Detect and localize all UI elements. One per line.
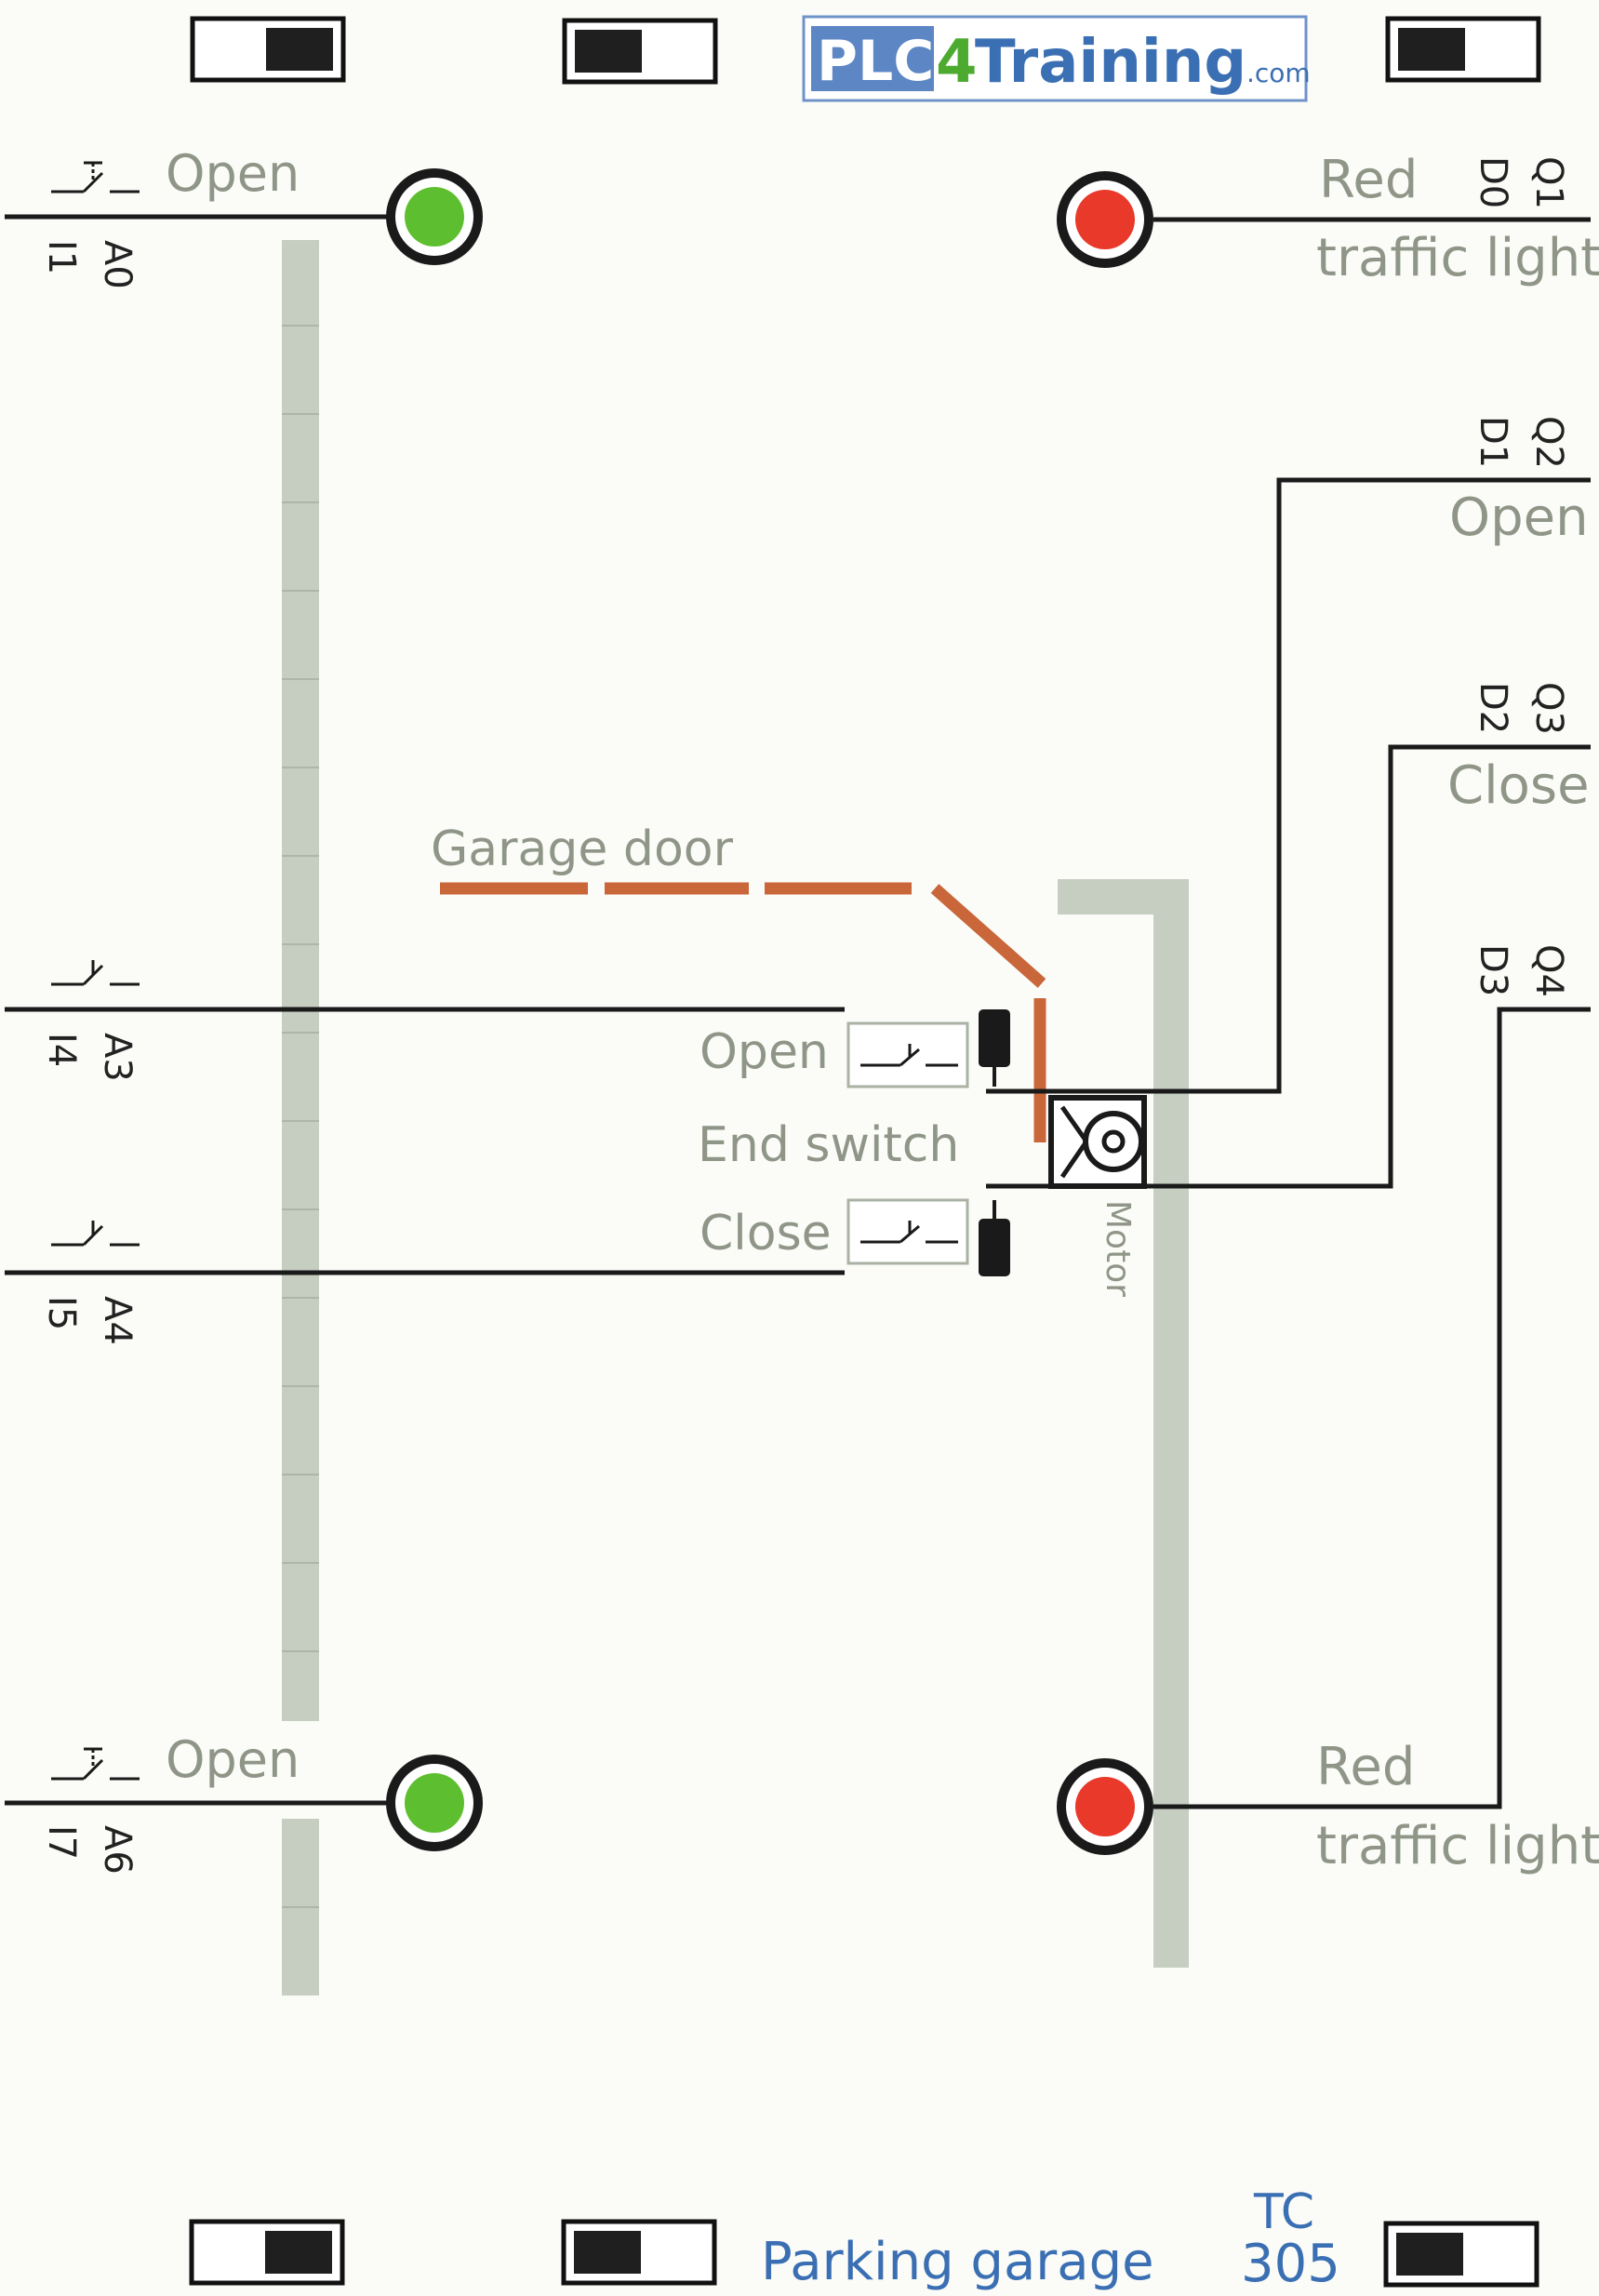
bottom-slide-switch-left[interactable] [189, 2219, 345, 2286]
top-slide-switch-left[interactable] [190, 16, 346, 83]
pin-d1: D1 [1472, 416, 1514, 468]
end-switch-close[interactable] [846, 1198, 1010, 1276]
green-light-bottom[interactable] [386, 1755, 483, 1851]
output-bottom-red-line2: traffic light [1316, 1816, 1599, 1876]
output-top-red-line1: Red [1319, 150, 1418, 210]
output-motor-open-label: Open [1449, 487, 1589, 548]
output-bottom-red: Red traffic light D3 Q4 [1153, 944, 1599, 1876]
pin-q2: Q2 [1527, 416, 1570, 469]
output-top-red: Red traffic light D0 Q1 [1153, 150, 1599, 288]
logo-plc-text: PLC [817, 29, 934, 94]
top-slide-switch-right[interactable] [1385, 16, 1541, 83]
pin-q3: Q3 [1527, 682, 1570, 735]
switch-symbol-icon [51, 1221, 140, 1247]
pin-a3: A3 [96, 1033, 139, 1082]
input-top-open: Open A0 I1 [5, 144, 391, 289]
footer-code-line1: TC [1253, 2184, 1314, 2240]
pin-a6: A6 [96, 1825, 139, 1875]
input-door-open: A3 I4 [5, 960, 845, 1082]
input-top-open-label: Open [166, 144, 300, 203]
pin-d3: D3 [1472, 944, 1514, 996]
output-motor-close-label: Close [1447, 755, 1590, 816]
output-motor-open: Open D1 Q2 [986, 416, 1591, 1094]
pin-d2: D2 [1472, 682, 1514, 734]
motor-label: Motor [1099, 1200, 1137, 1297]
output-motor-close: Close D2 Q3 [986, 682, 1591, 1189]
end-switch-title: End switch [698, 1117, 959, 1173]
pin-i7: I7 [40, 1825, 83, 1860]
output-top-red-line2: traffic light [1316, 228, 1599, 288]
logo-four-text: 4 [936, 28, 978, 97]
end-switch-open[interactable] [846, 1009, 1010, 1088]
left-barrier-track [282, 240, 319, 1996]
garage-door [440, 882, 1046, 1142]
red-light-top[interactable] [1057, 171, 1153, 268]
input-bottom-open-label: Open [166, 1730, 300, 1789]
pin-a0: A0 [96, 240, 139, 289]
pin-q4: Q4 [1527, 944, 1570, 997]
pushbutton-symbol-icon [51, 161, 140, 194]
plc4training-logo: PLC 4 Training .com [802, 15, 1311, 102]
bottom-slide-switch-middle[interactable] [561, 2219, 717, 2286]
footer-title: Parking garage [761, 2232, 1154, 2292]
pin-q1: Q1 [1527, 156, 1570, 209]
end-switch-open-label: Open [700, 1024, 829, 1080]
garage-door-label: Garage door [431, 821, 734, 877]
input-bottom-open: Open A6 I7 [5, 1730, 391, 1875]
top-slide-switch-middle[interactable] [562, 18, 718, 85]
input-door-close: A4 I5 [5, 1221, 845, 1345]
pin-i1: I1 [40, 240, 83, 274]
green-light-top[interactable] [386, 168, 483, 265]
switch-symbol-icon [51, 960, 140, 986]
footer-code-line2: 305 [1241, 2234, 1340, 2294]
motor-icon[interactable] [1048, 1095, 1147, 1189]
logo-training-text: Training [975, 28, 1246, 97]
logo-dotcom-text: .com [1246, 58, 1311, 88]
pin-i4: I4 [40, 1033, 83, 1067]
end-switch-close-label: Close [700, 1206, 832, 1261]
right-barrier-track [1058, 879, 1189, 1968]
red-light-bottom[interactable] [1057, 1758, 1153, 1855]
pin-i5: I5 [40, 1296, 83, 1330]
pin-d0: D0 [1472, 156, 1514, 208]
output-bottom-red-line1: Red [1316, 1737, 1415, 1797]
pin-a4: A4 [96, 1296, 139, 1345]
bottom-slide-switch-right[interactable] [1383, 2221, 1539, 2288]
pushbutton-symbol-icon [51, 1747, 140, 1781]
